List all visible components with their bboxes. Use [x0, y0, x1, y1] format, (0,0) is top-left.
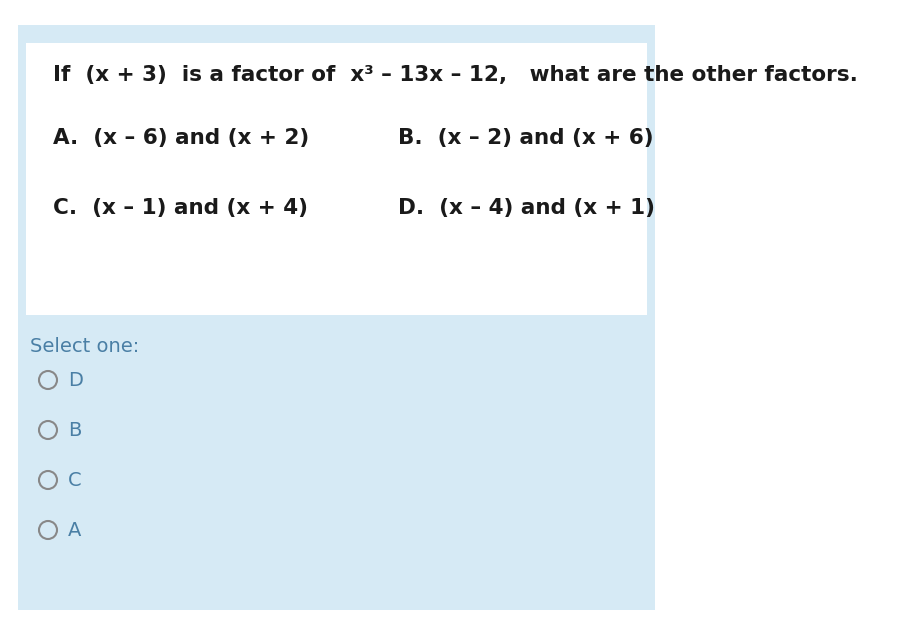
- FancyBboxPatch shape: [18, 325, 655, 610]
- Text: A.  (x – 6) and (x + 2): A. (x – 6) and (x + 2): [53, 128, 310, 148]
- Text: C.  (x – 1) and (x + 4): C. (x – 1) and (x + 4): [53, 198, 308, 218]
- Text: B.  (x – 2) and (x + 6): B. (x – 2) and (x + 6): [398, 128, 654, 148]
- Text: C: C: [68, 471, 82, 489]
- FancyBboxPatch shape: [18, 25, 655, 610]
- Text: A: A: [68, 521, 82, 539]
- Text: Select one:: Select one:: [30, 337, 139, 356]
- Text: B: B: [68, 421, 82, 439]
- Text: D.  (x – 4) and (x + 1): D. (x – 4) and (x + 1): [398, 198, 655, 218]
- FancyBboxPatch shape: [26, 43, 647, 315]
- FancyBboxPatch shape: [18, 25, 655, 43]
- Text: D: D: [68, 371, 83, 389]
- Text: If  (x + 3)  is a factor of  x³ – 13x – 12,   what are the other factors.: If (x + 3) is a factor of x³ – 13x – 12,…: [53, 65, 858, 85]
